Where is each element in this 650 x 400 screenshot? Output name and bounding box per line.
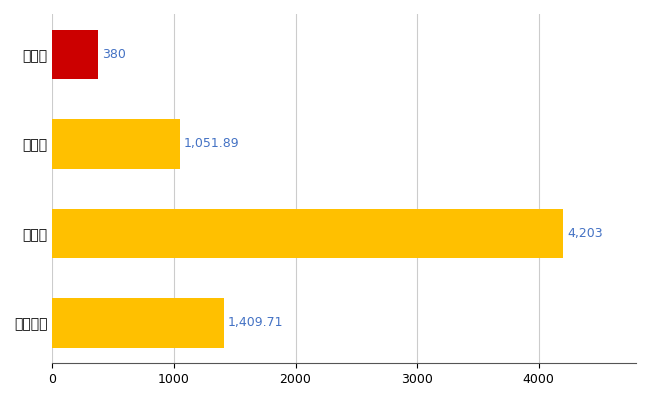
Text: 4,203: 4,203 <box>567 227 603 240</box>
Bar <box>52 119 180 168</box>
Text: 380: 380 <box>102 48 126 61</box>
Text: 1,409.71: 1,409.71 <box>227 316 283 329</box>
Bar <box>52 298 224 348</box>
Bar <box>52 30 98 79</box>
Bar <box>52 209 564 258</box>
Text: 1,051.89: 1,051.89 <box>184 137 239 150</box>
